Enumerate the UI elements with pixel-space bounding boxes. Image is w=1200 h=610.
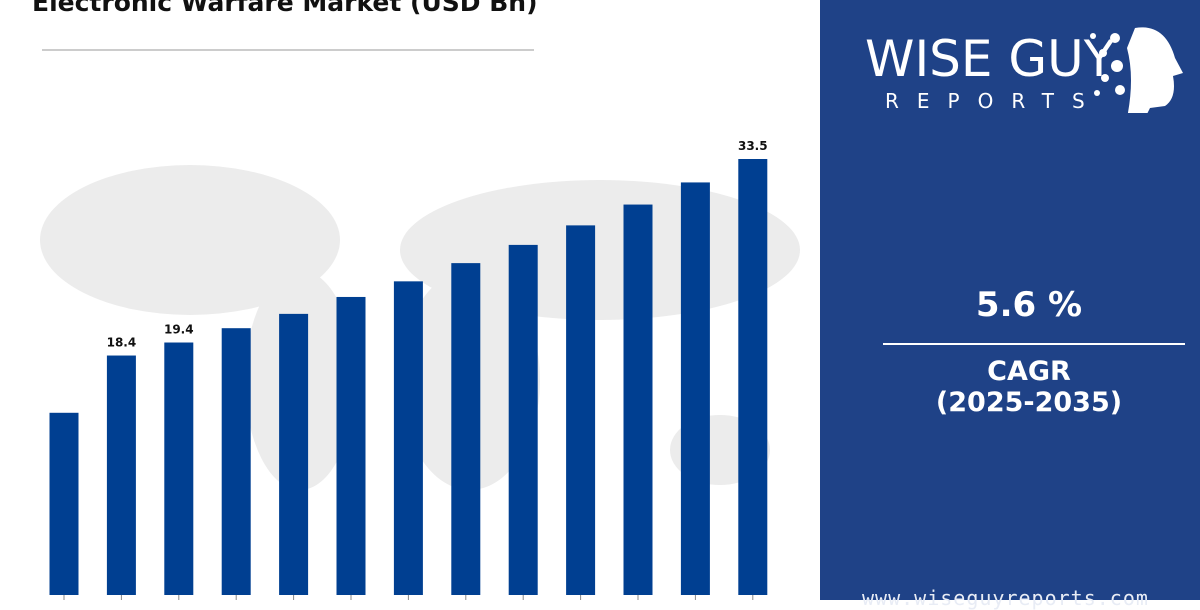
website-link[interactable]: www.wiseguyreports.com	[862, 586, 1149, 610]
bar	[393, 281, 423, 595]
bar-chart: 18.4 19.4 33.5	[40, 139, 800, 600]
bar	[49, 412, 79, 595]
bar	[164, 342, 194, 595]
cagr-title: CAGR	[987, 356, 1071, 387]
bar	[451, 263, 481, 595]
cagr-divider	[883, 343, 1185, 345]
bar	[566, 225, 596, 596]
logo-text: WISE GUY	[865, 30, 1115, 88]
logo-sub: REPORTS	[885, 89, 1103, 113]
wise-guy-reports-logo: WISE GUY REPORTS	[865, 18, 1185, 118]
bar	[221, 328, 251, 595]
data-label: 33.5	[738, 139, 768, 153]
cagr-period: (2025-2035)	[935, 387, 1123, 418]
head-icon	[1127, 27, 1183, 118]
cagr-label: CAGR (2025-2035)	[820, 356, 1200, 418]
chart-title: Electronic Warfare Market (USD Bn)	[32, 0, 538, 17]
bar	[279, 313, 309, 595]
bar	[680, 182, 710, 595]
bar	[106, 355, 136, 595]
bar	[508, 244, 538, 596]
cagr-panel: WISE GUY REPORTS 5.6 % CAGR (2025-2035) …	[820, 0, 1200, 610]
cagr-value: 5.6 %	[975, 285, 1083, 325]
title-divider	[42, 49, 534, 51]
bar	[623, 204, 653, 595]
data-label: 18.4	[107, 336, 137, 350]
bar	[738, 159, 768, 595]
data-label: 19.4	[164, 323, 194, 337]
bar	[336, 296, 366, 595]
